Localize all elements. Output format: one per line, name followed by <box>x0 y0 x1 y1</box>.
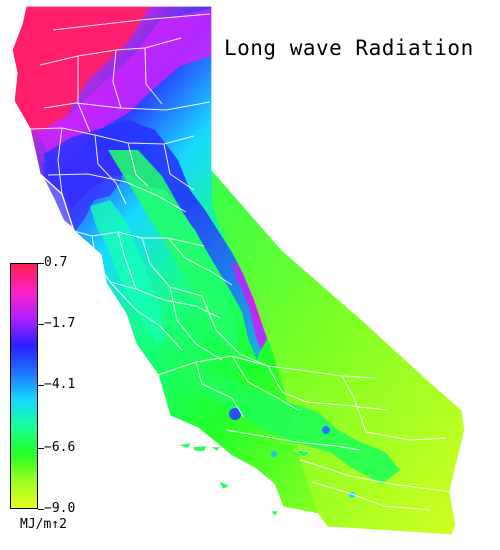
southern-mountains-zone <box>176 362 400 484</box>
legend-tick <box>38 448 44 449</box>
legend-tick-label: −1.7 <box>44 316 76 331</box>
southern-cyan-spot <box>271 451 277 457</box>
northwest-magenta-zone <box>38 8 212 172</box>
southern-blue-spot <box>229 408 241 420</box>
desert-zone <box>212 170 465 535</box>
legend-unit: MJ/m↑2 <box>20 517 67 532</box>
legend-tick-label: −9.0 <box>44 501 76 516</box>
legend-tick <box>38 324 44 325</box>
island <box>192 445 208 452</box>
island <box>270 510 279 517</box>
map-title: Long wave Radiation <box>224 36 474 60</box>
island <box>210 446 221 452</box>
island <box>294 449 311 458</box>
state-outline <box>11 5 466 536</box>
legend-tick-label: −6.6 <box>44 440 76 455</box>
legend-tick <box>38 509 44 510</box>
legend-color-bar <box>10 263 38 509</box>
southern-cyan-spot <box>322 426 330 434</box>
sierra-magenta-band <box>232 262 270 350</box>
legend-tick-label: −4.1 <box>44 377 76 392</box>
legend-tick <box>38 385 44 386</box>
coast-range-blue-zone <box>42 145 122 230</box>
island <box>218 480 230 490</box>
northwest-high-zone <box>12 6 150 132</box>
legend-tick <box>38 263 44 264</box>
island <box>177 442 192 449</box>
central-coast-cyan-zone <box>90 200 164 344</box>
legend-tick-label: 0.7 <box>44 255 68 270</box>
